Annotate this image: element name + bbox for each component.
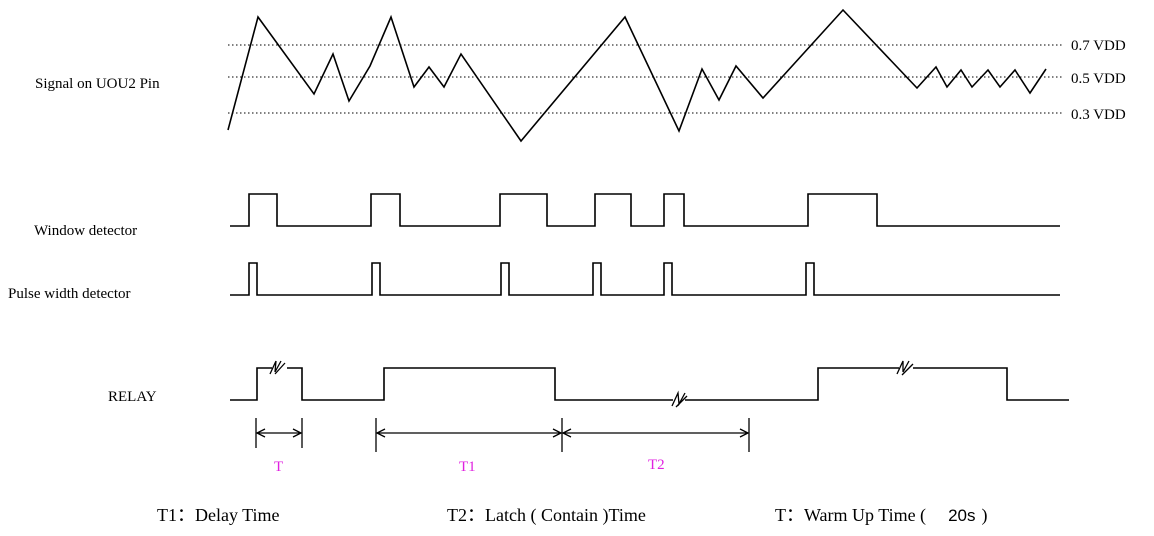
period-t2-label: T2 — [648, 457, 665, 473]
relay-label: RELAY — [108, 389, 157, 405]
time-break-mark — [896, 360, 914, 376]
period-t2-arrow — [561, 428, 750, 438]
period-t-arrow — [255, 428, 303, 438]
level-0.3-label: 0.3 VDD — [1071, 107, 1126, 123]
level-0.7-label: 0.7 VDD — [1071, 38, 1126, 54]
legend-t2: T2：Latch ( Contain )Time — [447, 505, 646, 526]
legend-t-prefix: T：Warm Up Time ( — [775, 505, 926, 526]
time-break-mark — [269, 360, 286, 375]
signal-label: Signal on UOU2 Pin — [35, 76, 160, 92]
legend-t-suffix: ) — [981, 505, 987, 526]
legend-t: T：Warm Up Time ( 20s) — [775, 505, 987, 526]
signal-waveform — [227, 8, 1047, 143]
time-break-mark — [671, 390, 688, 408]
relay-wave-warmup — [230, 367, 272, 401]
relay-wave-warmup-continued — [287, 367, 673, 401]
pulse-width-detector-wave — [230, 262, 1060, 296]
legend-t-value: 20s — [948, 506, 975, 525]
relay-wave-final — [913, 367, 1069, 401]
legend-t1: T1：Delay Time — [157, 505, 280, 525]
window-detector-label: Window detector — [34, 223, 137, 239]
period-t1-arrow — [375, 428, 563, 438]
level-0.5-label: 0.5 VDD — [1071, 71, 1126, 87]
window-detector-wave — [230, 193, 1060, 227]
period-t-label: T — [274, 459, 283, 475]
pulse-width-detector-label: Pulse width detector — [8, 286, 130, 302]
relay-wave-latch — [685, 367, 899, 401]
period-t1-label: T1 — [459, 459, 476, 475]
